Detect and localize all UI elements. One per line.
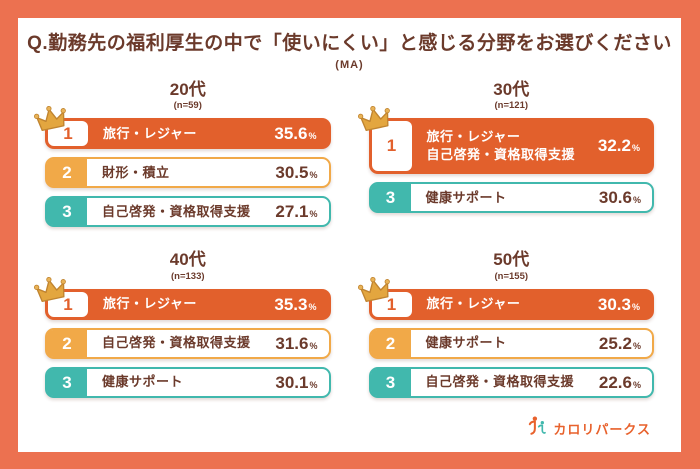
rank-number: 3: [47, 369, 87, 397]
age-group-title: 20代: [169, 79, 206, 99]
benefit-label: 自己啓発・資格取得支援: [425, 374, 575, 390]
benefit-label-line1: 旅行・レジャー: [426, 128, 521, 144]
age-group-30s: 30代 (n=121) 1 旅行・レジャー 自己啓発・資格取得支援 32.2% …: [355, 79, 654, 214]
benefit-label: 自己啓発・資格取得支援: [102, 335, 251, 351]
benefit-label: 旅行・レジャー: [103, 296, 197, 312]
age-group-title: 30代: [493, 79, 530, 99]
benefit-label: 健康サポート: [425, 335, 507, 351]
benefit-label: 健康サポート: [425, 189, 507, 205]
ranking-row-rank3: 3 健康サポート 30.1%: [45, 367, 331, 399]
ranking-row-rank1: 1 旅行・レジャー 35.3%: [32, 273, 331, 321]
percent-value: 32.2%: [597, 136, 640, 156]
ranking-list: 1 旅行・レジャー 自己啓発・資格取得支援 32.2% 3 健康サポート 30.…: [355, 102, 654, 214]
ranking-row-rank2: 2 財形・積立 30.5%: [45, 157, 331, 189]
rank-number: 2: [47, 159, 87, 187]
rank-number: 1: [371, 121, 412, 172]
ranking-row-rank2: 2 健康サポート 25.2%: [368, 328, 654, 360]
brand-logo-text: カロリパークス: [553, 421, 651, 437]
survey-question-title: Q.勤務先の福利厚生の中で「使いにくい」と感じる分野をお選びください: [27, 33, 672, 54]
rank-number: 3: [370, 184, 411, 212]
benefit-label: 自己啓発・資格取得支援: [102, 203, 251, 219]
multiple-answer-note: (MA): [335, 58, 364, 71]
benefit-label: 財形・積立: [102, 164, 170, 180]
sample-size: (n=59): [173, 100, 202, 112]
benefit-label: 旅行・レジャー: [426, 296, 521, 312]
rank-number: 3: [370, 369, 411, 397]
rank-number: 2: [370, 330, 411, 358]
ranking-row-rank3: 3 自己啓発・資格取得支援 22.6%: [368, 367, 654, 399]
benefit-label: 旅行・レジャー 自己啓発・資格取得支援: [412, 128, 598, 166]
age-group-title: 50代: [493, 250, 530, 270]
age-group-title: 40代: [169, 250, 206, 270]
benefit-label-line2: 自己啓発・資格取得支援: [426, 147, 576, 163]
ranking-row-rank3: 3 健康サポート 30.6%: [368, 182, 654, 214]
percent-value: 30.1%: [275, 372, 318, 392]
percent-value: 35.6%: [274, 123, 317, 143]
header: Q.勤務先の福利厚生の中で「使いにくい」と感じる分野をお選びください (MA): [18, 18, 681, 71]
percent-value: 27.1%: [275, 201, 318, 221]
age-group-20s: 20代 (n=59) 1 旅行・レジャー 35.6% 2 財形・積立 30.5%: [32, 79, 331, 228]
percent-value: 31.6%: [275, 333, 318, 353]
percent-value: 30.3%: [597, 294, 640, 314]
sample-size: (n=121): [494, 100, 529, 112]
rank-number: 2: [47, 330, 87, 358]
ranking-list: 1 旅行・レジャー 35.6% 2 財形・積立 30.5% 3 自己啓発・資格取…: [32, 102, 331, 228]
brand-logo-icon: [527, 415, 548, 441]
percent-value: 35.3%: [274, 294, 317, 314]
age-group-50s: 50代 (n=155) 1 旅行・レジャー 30.3% 2 健康サポート 25.…: [355, 250, 654, 399]
ranking-row-rank1: 1 旅行・レジャー 35.6%: [32, 102, 331, 150]
benefit-label: 健康サポート: [102, 374, 184, 390]
sample-size: (n=155): [494, 271, 529, 283]
ranking-row-rank3: 3 自己啓発・資格取得支援 27.1%: [45, 196, 331, 228]
age-groups-grid: 20代 (n=59) 1 旅行・レジャー 35.6% 2 財形・積立 30.5%: [18, 71, 681, 399]
percent-value: 25.2%: [598, 333, 641, 353]
age-group-40s: 40代 (n=133) 1 旅行・レジャー 35.3% 2 自己啓発・資格取得支…: [32, 250, 331, 399]
rank-number: 3: [47, 198, 87, 226]
benefit-label: 旅行・レジャー: [103, 125, 197, 141]
ranking-list: 1 旅行・レジャー 35.3% 2 自己啓発・資格取得支援 31.6% 3 健康…: [32, 273, 331, 399]
ranking-row-rank2: 2 自己啓発・資格取得支援 31.6%: [45, 328, 331, 360]
ranking-row-rank1-tied: 1 旅行・レジャー 自己啓発・資格取得支援 32.2%: [355, 102, 654, 175]
sample-size: (n=133): [170, 271, 205, 283]
percent-value: 30.6%: [598, 187, 641, 207]
percent-value: 30.5%: [275, 162, 318, 182]
ranking-list: 1 旅行・レジャー 30.3% 2 健康サポート 25.2% 3 自己啓発・資格…: [355, 273, 654, 399]
percent-value: 22.6%: [598, 372, 641, 392]
ranking-row-rank1: 1 旅行・レジャー 30.3%: [355, 273, 654, 321]
brand-logo: カロリパークス: [527, 415, 651, 441]
infographic-card: Q.勤務先の福利厚生の中で「使いにくい」と感じる分野をお選びください (MA) …: [18, 18, 681, 452]
